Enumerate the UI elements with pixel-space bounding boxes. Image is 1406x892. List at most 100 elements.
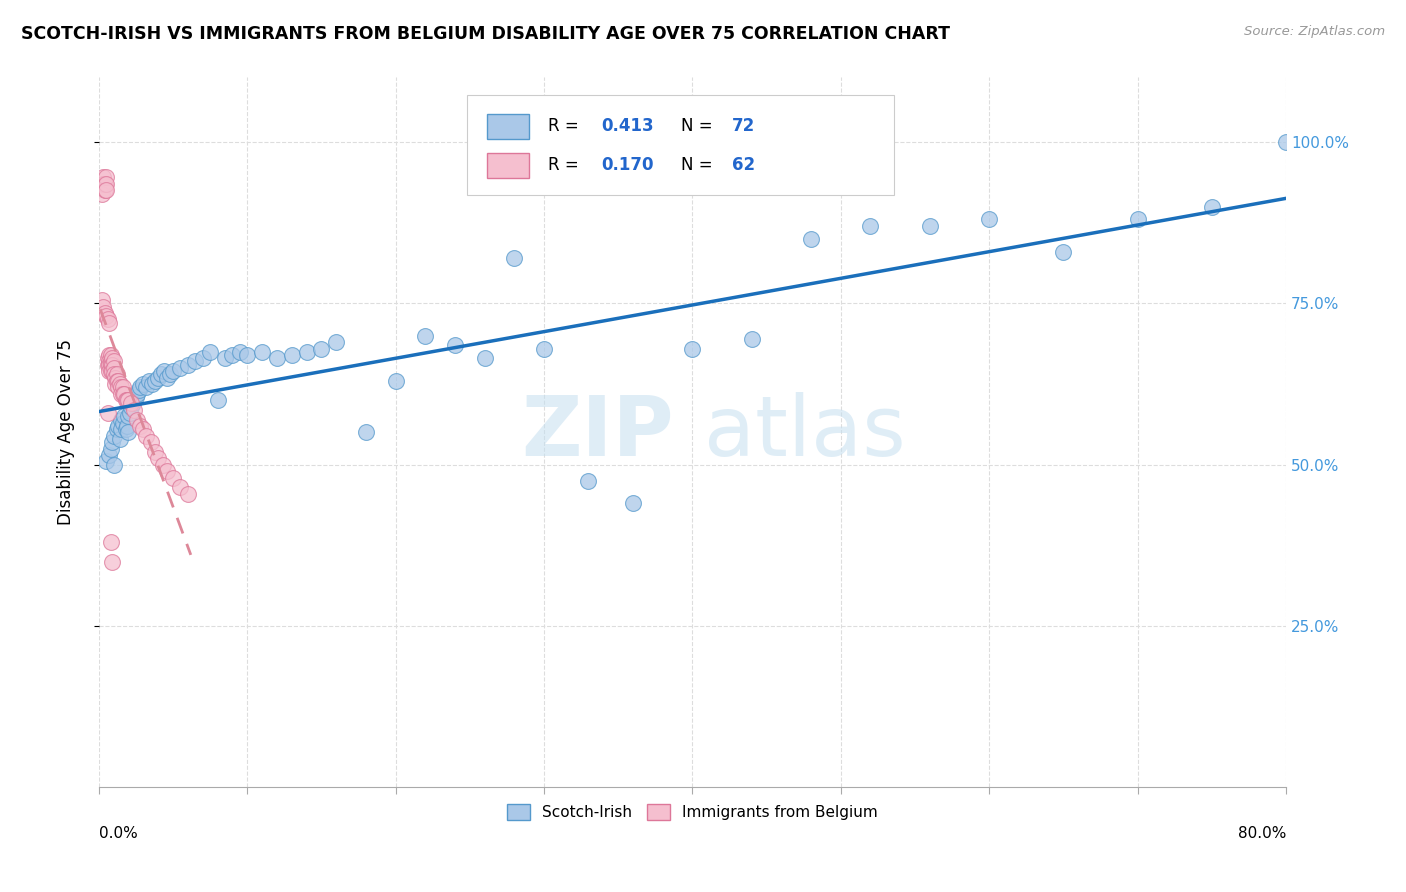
- Point: [100, 535, 122, 549]
- Point: [98, 364, 121, 378]
- Text: 72: 72: [731, 118, 755, 136]
- Point: [132, 377, 155, 392]
- Point: [103, 458, 125, 472]
- Point: [96, 183, 118, 197]
- Point: [413, 328, 436, 343]
- Point: [1305, 212, 1327, 227]
- Point: [503, 251, 526, 265]
- Point: [474, 351, 496, 366]
- Point: [207, 393, 229, 408]
- Point: [111, 386, 134, 401]
- Point: [100, 364, 122, 378]
- Point: [129, 419, 152, 434]
- Point: [236, 348, 259, 362]
- Point: [108, 377, 131, 392]
- Point: [107, 380, 129, 394]
- Point: [162, 470, 184, 484]
- Point: [111, 416, 134, 430]
- Point: [103, 354, 125, 368]
- Point: [101, 555, 124, 569]
- Point: [105, 374, 128, 388]
- Point: [177, 487, 200, 501]
- Point: [800, 232, 823, 246]
- Point: [146, 451, 169, 466]
- Point: [96, 310, 118, 324]
- Point: [100, 348, 122, 362]
- Text: N =: N =: [681, 118, 717, 136]
- Point: [107, 419, 129, 434]
- Point: [100, 358, 122, 372]
- Point: [141, 377, 163, 392]
- Point: [177, 358, 200, 372]
- Point: [115, 393, 138, 408]
- Point: [93, 183, 115, 197]
- Point: [103, 368, 125, 382]
- Point: [91, 177, 114, 191]
- Text: 0.170: 0.170: [600, 156, 654, 174]
- Point: [120, 396, 142, 410]
- Point: [159, 368, 181, 382]
- Point: [124, 402, 146, 417]
- Text: SCOTCH-IRISH VS IMMIGRANTS FROM BELGIUM DISABILITY AGE OVER 75 CORRELATION CHART: SCOTCH-IRISH VS IMMIGRANTS FROM BELGIUM …: [21, 25, 950, 43]
- Text: 0.413: 0.413: [600, 118, 654, 136]
- Point: [311, 342, 333, 356]
- Point: [444, 338, 467, 352]
- Point: [681, 342, 703, 356]
- Point: [97, 312, 120, 326]
- Point: [150, 368, 173, 382]
- Point: [153, 364, 176, 378]
- Point: [191, 351, 214, 366]
- Point: [101, 364, 124, 378]
- Point: [533, 342, 555, 356]
- Point: [101, 435, 124, 450]
- Point: [98, 354, 121, 368]
- Point: [125, 390, 148, 404]
- Point: [250, 344, 273, 359]
- Point: [104, 370, 127, 384]
- Point: [93, 177, 115, 191]
- Point: [229, 344, 252, 359]
- Point: [96, 454, 118, 468]
- Text: 80.0%: 80.0%: [1237, 826, 1286, 841]
- Point: [384, 374, 406, 388]
- Point: [91, 170, 114, 185]
- Text: ZIP: ZIP: [522, 392, 673, 473]
- Point: [100, 354, 122, 368]
- Bar: [486, 153, 529, 178]
- Point: [97, 351, 120, 366]
- Point: [221, 348, 243, 362]
- Point: [128, 384, 150, 398]
- Point: [110, 380, 132, 394]
- Point: [112, 409, 135, 424]
- Point: [143, 374, 166, 388]
- Point: [114, 422, 136, 436]
- Point: [115, 419, 138, 434]
- Point: [354, 425, 377, 440]
- Point: [103, 360, 125, 375]
- Point: [152, 458, 174, 472]
- Point: [127, 386, 149, 401]
- Point: [98, 358, 121, 372]
- Point: [110, 422, 132, 436]
- Point: [124, 393, 146, 408]
- Point: [93, 306, 115, 320]
- Text: R =: R =: [547, 118, 583, 136]
- Point: [117, 425, 139, 440]
- Point: [325, 334, 347, 349]
- Point: [97, 406, 120, 420]
- Point: [118, 406, 141, 420]
- Legend: Scotch-Irish, Immigrants from Belgium: Scotch-Irish, Immigrants from Belgium: [501, 797, 884, 826]
- Point: [108, 432, 131, 446]
- Point: [100, 442, 122, 456]
- Point: [214, 351, 236, 366]
- Point: [184, 354, 207, 368]
- Text: 0.0%: 0.0%: [98, 826, 138, 841]
- Text: R =: R =: [547, 156, 583, 174]
- Text: N =: N =: [681, 156, 717, 174]
- Point: [156, 370, 179, 384]
- Text: 62: 62: [731, 156, 755, 174]
- Point: [139, 435, 162, 450]
- Point: [135, 428, 157, 442]
- Point: [918, 219, 941, 233]
- Point: [117, 409, 139, 424]
